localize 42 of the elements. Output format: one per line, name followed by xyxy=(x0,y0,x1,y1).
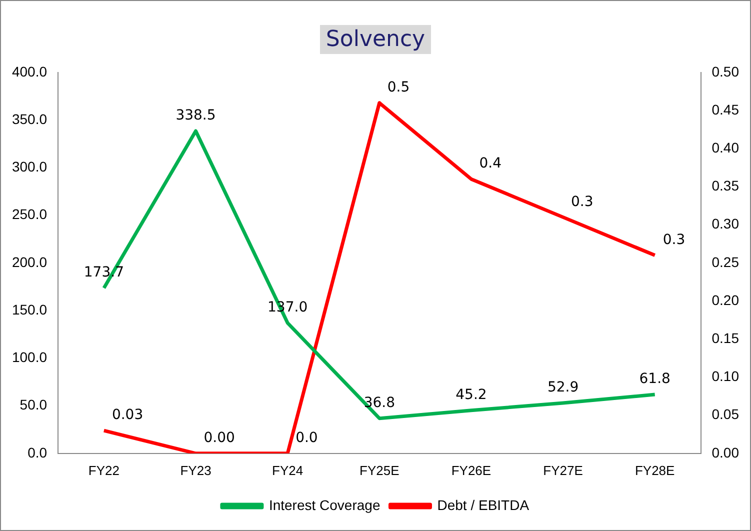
y2-tick-label: 0.25 xyxy=(712,254,740,270)
y-tick-label: 150.0 xyxy=(12,301,48,318)
data-label: 0.3 xyxy=(571,194,594,210)
x-tick-label: FY26E xyxy=(451,462,492,478)
y-tick-label: 250.0 xyxy=(12,206,48,222)
data-label: 338.5 xyxy=(176,108,216,124)
x-tick-label: FY28E xyxy=(634,462,676,478)
chart-title: Solvency xyxy=(320,25,432,54)
y2-tick-label: 0.50 xyxy=(712,63,740,80)
y2-tick-label: 0.45 xyxy=(712,101,740,118)
y2-tick-label: 0.20 xyxy=(712,292,740,308)
x-tick-label: FY24 xyxy=(272,462,304,478)
y-tick-label: 300.0 xyxy=(12,158,48,175)
y-tick-label: 350.0 xyxy=(12,110,48,127)
data-label: 52.9 xyxy=(547,380,579,396)
data-label: 0.3 xyxy=(662,232,686,248)
y2-tick-label: 0.30 xyxy=(712,216,740,232)
data-label: 0.03 xyxy=(112,407,144,424)
legend-label: Debt / EBITDA xyxy=(437,496,530,513)
data-label: 61.8 xyxy=(639,371,670,388)
y2-tick-label: 0.10 xyxy=(712,368,740,384)
y2-tick-label: 0.40 xyxy=(712,139,740,156)
x-tick-label: FY25E xyxy=(360,462,400,478)
y-tick-label: 200.0 xyxy=(12,254,48,270)
data-label: 36.8 xyxy=(364,394,395,411)
data-label: 45.2 xyxy=(456,386,487,403)
y-tick-label: 50.0 xyxy=(20,396,48,413)
data-label: 0.0 xyxy=(296,430,318,446)
y-tick-label: 400.0 xyxy=(12,63,48,80)
data-label: 0.00 xyxy=(204,430,235,446)
data-label: 0.4 xyxy=(479,156,502,172)
y-tick-label: 0.0 xyxy=(28,444,48,460)
x-tick-label: FY27E xyxy=(543,462,584,478)
x-tick-label: FY22 xyxy=(88,462,120,478)
data-label: 0.5 xyxy=(387,80,410,96)
legend-label: Interest Coverage xyxy=(268,496,380,513)
y2-tick-label: 0.00 xyxy=(712,444,740,460)
y-tick-label: 100.0 xyxy=(12,349,48,366)
y2-tick-label: 0.05 xyxy=(712,406,740,422)
y2-tick-label: 0.15 xyxy=(712,330,740,346)
y2-tick-label: 0.35 xyxy=(712,178,740,194)
x-tick-label: FY23 xyxy=(180,462,212,478)
